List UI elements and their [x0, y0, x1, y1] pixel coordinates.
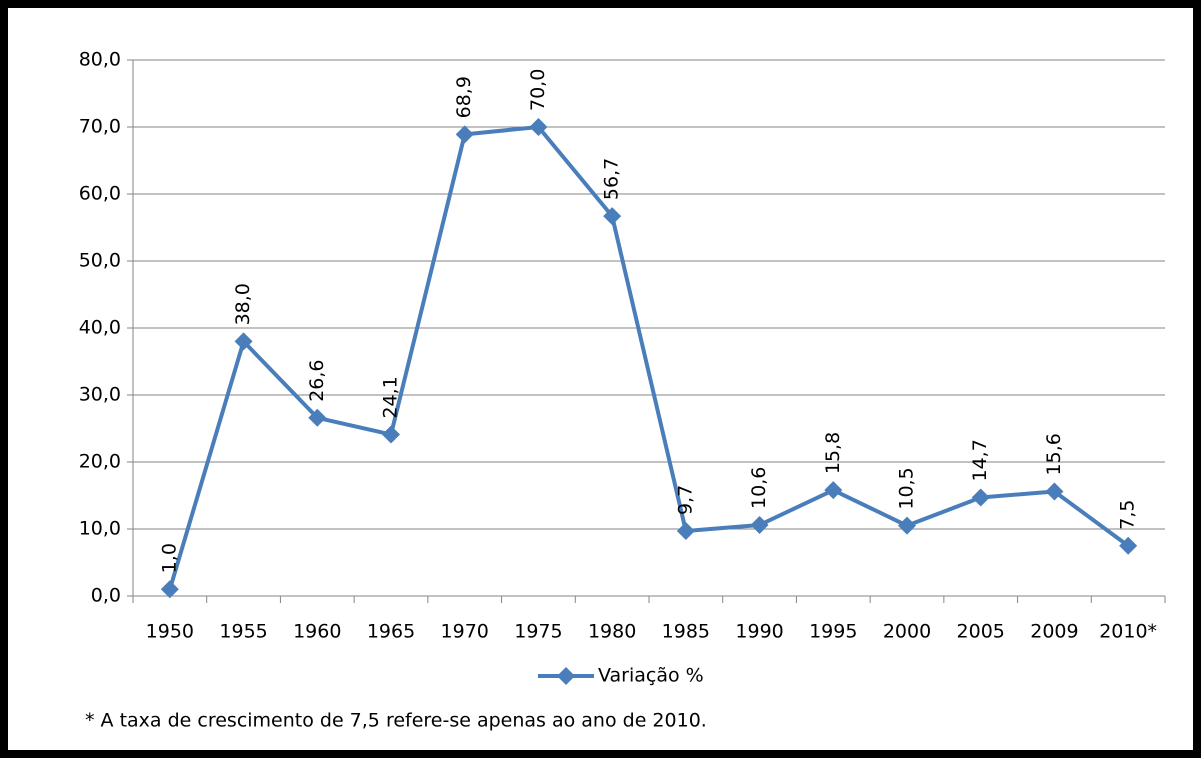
x-tick-label: 1995 [809, 621, 857, 643]
marker [234, 332, 253, 351]
x-tick-label: 1970 [441, 621, 489, 643]
data-label: 38,0 [232, 283, 254, 325]
x-tick-label: 1990 [735, 621, 783, 643]
marker [971, 488, 990, 507]
x-tick-label: 1955 [219, 621, 267, 643]
y-tick-label: 20,0 [79, 451, 121, 473]
data-label: 68,9 [453, 76, 475, 118]
data-label: 10,6 [748, 467, 770, 509]
marker [898, 516, 916, 535]
data-label: 1,0 [158, 543, 180, 573]
x-tick-label: 1965 [367, 621, 415, 643]
marker [529, 118, 548, 136]
y-tick-label: 50,0 [79, 250, 121, 272]
marker [676, 522, 695, 541]
x-tick-label: 1975 [514, 621, 562, 643]
footnote: * A taxa de crescimento de 7,5 refere-se… [85, 710, 707, 732]
data-label: 26,6 [306, 359, 328, 401]
y-tick-label: 0,0 [91, 585, 121, 607]
y-tick-label: 80,0 [79, 49, 121, 71]
marker [160, 580, 179, 599]
x-tick-label: 2005 [957, 621, 1005, 643]
data-label: 14,7 [969, 439, 991, 481]
y-tick-label: 60,0 [79, 183, 121, 205]
data-label: 15,8 [822, 432, 844, 474]
legend-marker [557, 667, 575, 685]
legend-label: Variação % [598, 665, 704, 687]
marker [382, 425, 400, 444]
marker [308, 408, 327, 427]
x-tick-label: 1950 [146, 621, 194, 643]
data-label: 10,5 [896, 467, 918, 509]
y-tick-label: 10,0 [79, 518, 121, 540]
data-label: 70,0 [527, 69, 549, 111]
series-line [167, 125, 1130, 590]
marker [824, 481, 843, 500]
marker [455, 125, 474, 144]
x-tick-label: 2000 [883, 621, 931, 643]
x-tick-label: 1980 [588, 621, 636, 643]
marker [1119, 536, 1138, 555]
x-tick-label: 2010* [1099, 621, 1157, 643]
data-label: 24,1 [380, 376, 402, 418]
y-tick-label: 70,0 [79, 116, 121, 138]
marker [1045, 482, 1064, 501]
y-tick-label: 30,0 [79, 384, 121, 406]
marker [603, 207, 622, 226]
data-label: 9,7 [674, 485, 696, 515]
x-tick-label: 1960 [293, 621, 341, 643]
x-tick-label: 1985 [662, 621, 710, 643]
marker [750, 515, 769, 534]
x-tick-label: 2009 [1030, 621, 1078, 643]
data-label: 7,5 [1117, 500, 1139, 530]
y-tick-label: 40,0 [79, 317, 121, 339]
data-label: 56,7 [601, 158, 623, 200]
data-label: 15,6 [1043, 433, 1065, 475]
